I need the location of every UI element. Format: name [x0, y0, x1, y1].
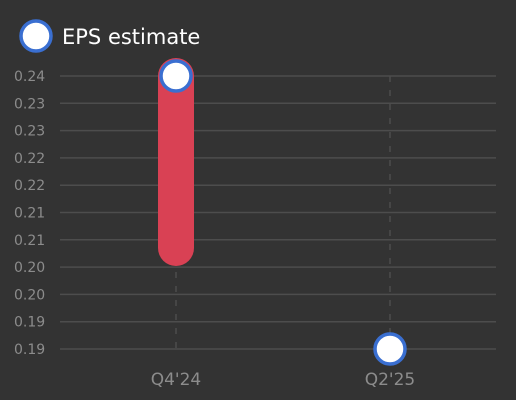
- x-axis: Q4'24 Q2'25: [151, 370, 416, 390]
- eps-estimate-point: [159, 59, 193, 93]
- y-tick-label: 0.21: [14, 233, 45, 249]
- x-tick-label: Q4'24: [151, 370, 202, 390]
- y-tick-label: 0.22: [14, 178, 45, 194]
- range-bars: [158, 58, 194, 266]
- data-markers: [159, 59, 407, 366]
- y-tick-label: 0.21: [14, 206, 45, 222]
- y-tick-label: 0.24: [14, 69, 45, 85]
- eps-estimate-point: [373, 332, 407, 366]
- y-axis: 0.24 0.23 0.23 0.22 0.22 0.21 0.21 0.20 0.20 0.19…: [14, 69, 45, 358]
- y-tick-label: 0.20: [14, 287, 45, 303]
- y-tick-label: 0.22: [14, 151, 45, 167]
- x-tick-label: Q2'25: [365, 370, 416, 390]
- y-tick-label: 0.23: [14, 96, 45, 112]
- y-tick-label: 0.19: [14, 315, 45, 331]
- y-tick-label: 0.19: [14, 342, 45, 358]
- y-tick-label: 0.20: [14, 260, 45, 276]
- grid-layer: [60, 75, 496, 350]
- y-tick-label: 0.23: [14, 124, 45, 140]
- range-bar: [158, 58, 194, 266]
- legend-marker-icon: [19, 19, 53, 53]
- legend-label-eps-estimate: EPS estimate: [62, 25, 200, 49]
- legend: EPS estimate: [19, 19, 200, 53]
